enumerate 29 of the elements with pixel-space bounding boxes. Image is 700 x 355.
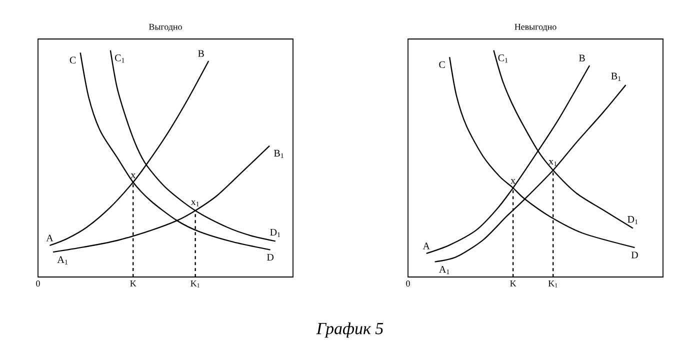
- annotation: B: [198, 50, 204, 57]
- annotation: D: [266, 254, 274, 261]
- annotation: B$_{1}$: [274, 150, 284, 158]
- annotation: D$_{1}$: [270, 228, 280, 237]
- text: График 5: [316, 322, 384, 338]
- annotation: A: [422, 242, 430, 250]
- annotation: C: [70, 56, 76, 64]
- annotation: x: [130, 173, 136, 178]
- annotation: C$_{1}$: [498, 54, 508, 63]
- annotation: D: [631, 252, 638, 258]
- x-tick-label: K$_{1}$: [190, 280, 200, 288]
- annotation: C: [439, 61, 445, 68]
- chart-title: Невыгодно: [514, 24, 556, 32]
- x-tick-label: K: [510, 280, 516, 286]
- annotation: x$_{1}$: [190, 200, 199, 206]
- annotation: C$_{1}$: [115, 54, 124, 63]
- x-tick-label: 0: [406, 280, 410, 287]
- chart-title: Выгодно: [149, 24, 182, 32]
- x-tick-label: 0: [36, 280, 40, 287]
- annotation: A: [46, 234, 54, 242]
- annotation: A$_{1}$: [57, 256, 68, 264]
- annotation: D$_{1}$: [628, 216, 638, 224]
- annotation: x$_{1}$: [548, 160, 557, 166]
- annotation: B: [579, 54, 585, 62]
- x-tick-label: K$_{1}$: [548, 280, 558, 288]
- annotation: A$_{1}$: [439, 266, 450, 274]
- annotation: B$_{1}$: [611, 72, 621, 81]
- annotation: x: [510, 179, 516, 184]
- x-tick-label: K: [130, 280, 136, 286]
